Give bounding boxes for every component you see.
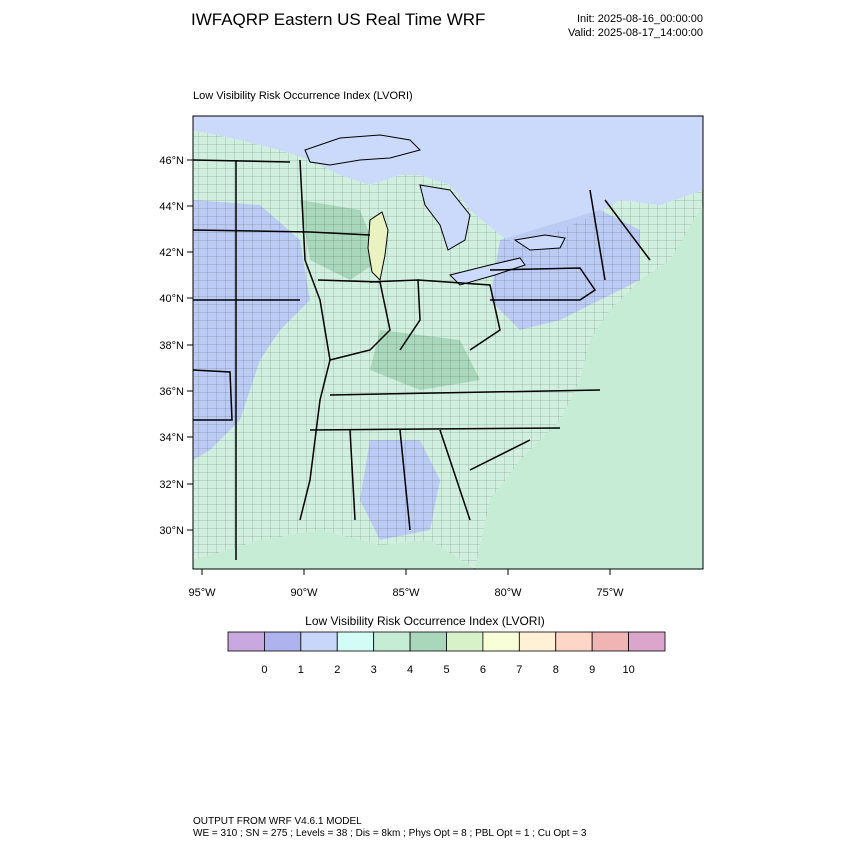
colorbar-swatch bbox=[227, 631, 265, 652]
colorbar-label: 6 bbox=[480, 664, 486, 676]
valid-time: Valid: 2025-08-17_14:00:00 bbox=[568, 27, 703, 39]
colorbar-label: 8 bbox=[553, 664, 559, 676]
lake-superior bbox=[304, 134, 421, 166]
colorbar-swatch bbox=[446, 631, 484, 652]
colorbar-label: 2 bbox=[334, 664, 340, 676]
colorbar-label: 1 bbox=[298, 664, 304, 676]
lon-label: 80°W bbox=[494, 587, 522, 599]
county-mesh bbox=[193, 130, 703, 569]
colorbar-swatch bbox=[373, 631, 411, 652]
colorbar-label: 3 bbox=[371, 664, 377, 676]
colorbar-swatch bbox=[300, 631, 338, 652]
footer-config-info: WE = 310 ; SN = 275 ; Levels = 38 ; Dis … bbox=[193, 828, 587, 839]
colorbar-label: 9 bbox=[589, 664, 595, 676]
lon-label: 85°W bbox=[392, 587, 420, 599]
lon-label: 75°W bbox=[596, 587, 624, 599]
colorbar-swatch bbox=[409, 631, 447, 652]
colorbar-labels: 0 1 2 3 4 5 6 7 8 9 10 bbox=[261, 664, 634, 676]
lake-ontario bbox=[513, 234, 566, 251]
colorbar-label: 0 bbox=[261, 664, 267, 676]
lake-michigan bbox=[367, 211, 389, 282]
lat-label: 44°N bbox=[159, 201, 184, 213]
gulf-of-mexico bbox=[193, 530, 475, 569]
lat-label: 36°N bbox=[159, 386, 184, 398]
init-time: Init: 2025-08-16_00:00:00 bbox=[577, 13, 703, 25]
lake-huron bbox=[419, 184, 471, 251]
state-borders bbox=[193, 159, 651, 560]
lake-erie bbox=[449, 257, 526, 286]
plot-title: IWFAQRP Eastern US Real Time WRF bbox=[191, 10, 486, 29]
longitude-axis: 95°W 90°W 85°W 80°W 75°W bbox=[188, 569, 624, 599]
colorbar-swatch bbox=[264, 631, 302, 652]
lat-label: 42°N bbox=[159, 247, 184, 259]
lat-label: 46°N bbox=[159, 155, 184, 167]
footer-model-info: OUTPUT FROM WRF V4.6.1 MODEL bbox=[193, 816, 362, 827]
colorbar-label: 5 bbox=[443, 664, 449, 676]
lat-label: 40°N bbox=[159, 293, 184, 305]
colorbar-label: 7 bbox=[516, 664, 522, 676]
colorbar-label: 4 bbox=[407, 664, 413, 676]
colorbar-swatch bbox=[628, 631, 666, 652]
lon-label: 95°W bbox=[188, 587, 216, 599]
lon-label: 90°W bbox=[290, 587, 318, 599]
map-frame bbox=[192, 115, 704, 570]
lat-label: 34°N bbox=[159, 432, 184, 444]
atlantic-ocean bbox=[475, 205, 703, 569]
map-subtitle: Low Visibility Risk Occurrence Index (LV… bbox=[193, 90, 413, 102]
lat-label: 32°N bbox=[159, 479, 184, 491]
colorbar-swatch bbox=[518, 631, 557, 652]
colorbar-title: Low Visibility Risk Occurrence Index (LV… bbox=[305, 614, 545, 628]
lat-label: 38°N bbox=[159, 340, 184, 352]
colorbar-swatch bbox=[555, 631, 593, 652]
colorbar-swatch bbox=[591, 631, 629, 652]
colorbar bbox=[227, 631, 666, 652]
latitude-axis: 46°N 44°N 42°N 40°N 38°N 36°N 34°N 32°N 30°N bbox=[159, 155, 193, 537]
colorbar-label: 10 bbox=[622, 664, 634, 676]
lat-label: 30°N bbox=[159, 525, 184, 537]
colorbar-swatch bbox=[336, 631, 375, 652]
colorbar-swatch bbox=[482, 631, 520, 652]
